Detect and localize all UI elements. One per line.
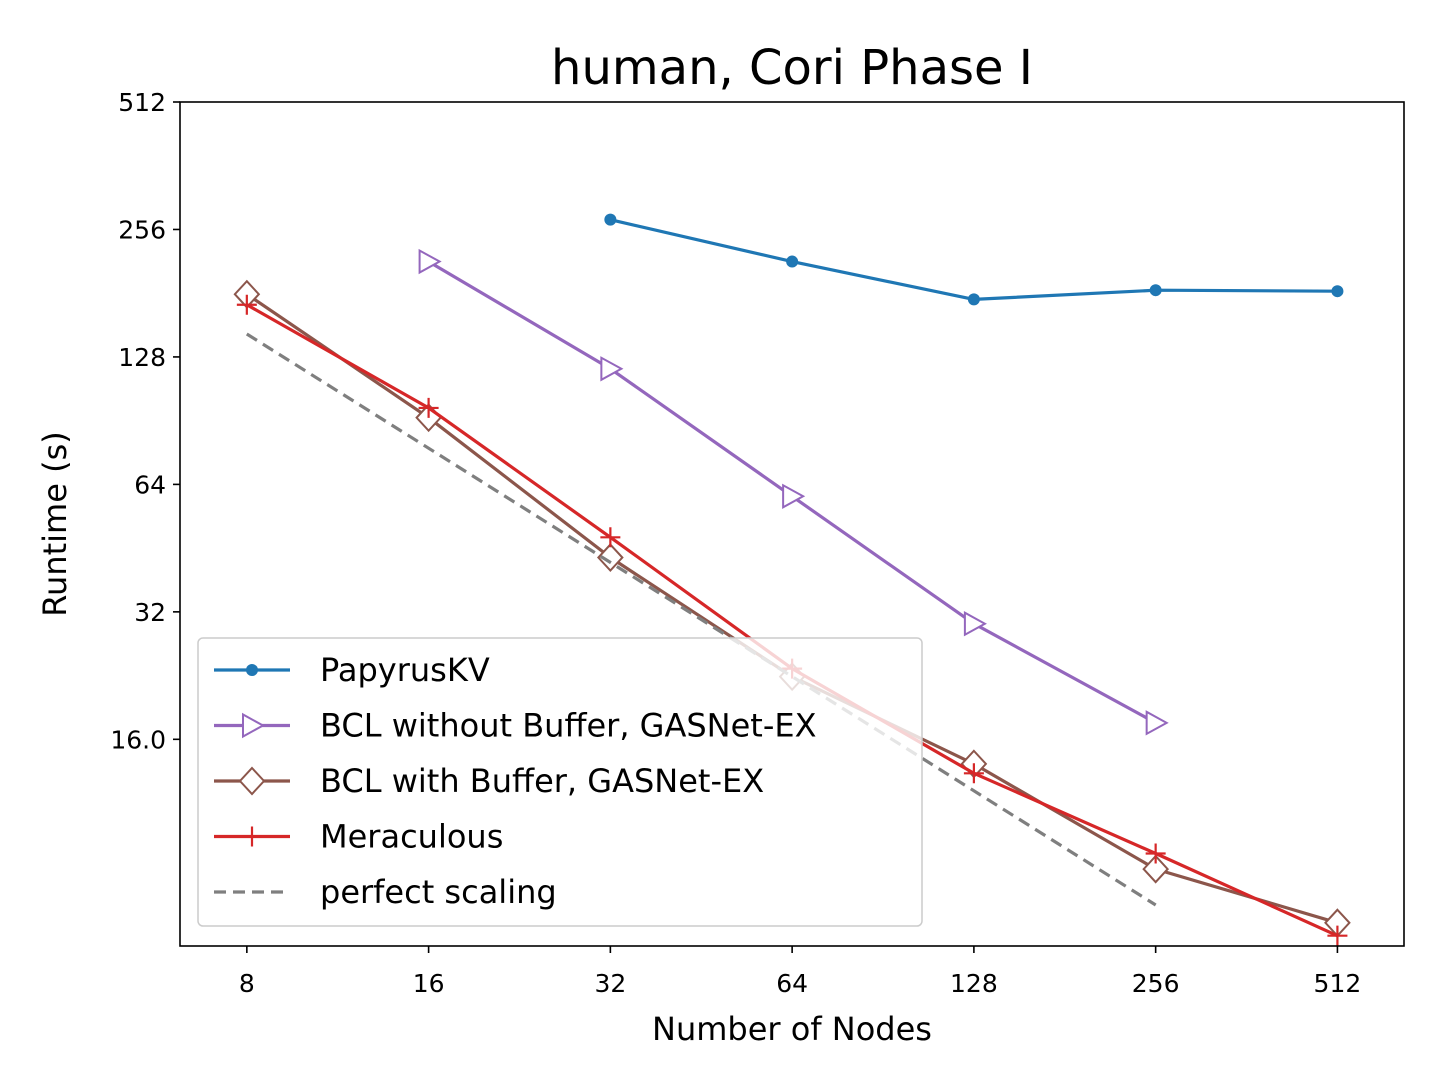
x-axis-label: Number of Nodes [652, 1010, 932, 1048]
y-axis-label: Runtime (s) [36, 431, 74, 616]
y-axis: 16.0 32 64 128 256 512 [110, 88, 180, 754]
y-tick-label: 128 [118, 343, 166, 372]
legend-label: perfect scaling [320, 873, 557, 911]
diamond-marker [238, 766, 266, 796]
legend-item: BCL without Buffer, GASNet-EX [214, 707, 817, 745]
triangle-marker [242, 712, 266, 739]
diamond-marker [1142, 854, 1170, 884]
dot-marker [1149, 284, 1162, 297]
legend-label: PapyrusKV [320, 651, 490, 689]
legend-frame [197, 637, 923, 927]
dot-marker [246, 664, 258, 676]
series-papyruskv [604, 213, 1344, 306]
plus-marker [418, 397, 439, 418]
y-tick-label: 32 [134, 598, 166, 627]
chart-title: human, Cori Phase I [551, 40, 1033, 96]
plus-marker [242, 826, 262, 847]
x-tick-label: 32 [594, 969, 626, 998]
plus-marker [1145, 843, 1166, 864]
legend-label: BCL without Buffer, GASNet-EX [320, 707, 817, 745]
series-bcl-without-buffer-gasnet-ex [418, 248, 1169, 736]
legend-label: BCL with Buffer, GASNet-EX [320, 762, 764, 800]
plus-marker [236, 294, 257, 315]
y-tick-label: 256 [118, 215, 166, 244]
triangle-marker [782, 483, 806, 509]
legend-item: PapyrusKV [214, 651, 490, 689]
x-tick-label: 256 [1132, 969, 1180, 998]
legend: PapyrusKV BCL without Buffer, GASNet-EX BC… [197, 637, 923, 927]
series-perfect-scaling [245, 332, 1157, 907]
plus-marker [1327, 925, 1348, 946]
x-axis: 8 16 32 64 128 256 512 [239, 946, 1361, 998]
triangle-marker [600, 356, 624, 382]
x-tick-label: 128 [950, 969, 998, 998]
plot-frame [179, 101, 1405, 947]
x-tick-label: 16 [413, 969, 445, 998]
plus-marker [963, 763, 984, 784]
dot-marker [967, 293, 980, 306]
dot-marker [786, 255, 799, 268]
triangle-marker [418, 248, 442, 275]
legend-item: Meraculous [214, 818, 503, 856]
x-tick-label: 512 [1314, 969, 1362, 998]
dot-marker [604, 213, 617, 226]
triangle-marker [963, 611, 987, 637]
y-tick-label: 512 [118, 88, 166, 117]
legend-item: BCL with Buffer, GASNet-EX [214, 762, 764, 800]
plus-marker [600, 527, 621, 548]
legend-item: perfect scaling [214, 873, 557, 911]
diamond-marker [597, 543, 624, 572]
x-tick-label: 8 [239, 969, 255, 998]
legend-label: Meraculous [320, 818, 503, 856]
y-tick-label: 64 [134, 470, 166, 499]
x-tick-label: 64 [776, 969, 808, 998]
y-tick-label: 16.0 [110, 725, 166, 754]
series-line [245, 332, 1157, 907]
dot-marker [1331, 285, 1344, 298]
triangle-marker [1145, 710, 1169, 736]
